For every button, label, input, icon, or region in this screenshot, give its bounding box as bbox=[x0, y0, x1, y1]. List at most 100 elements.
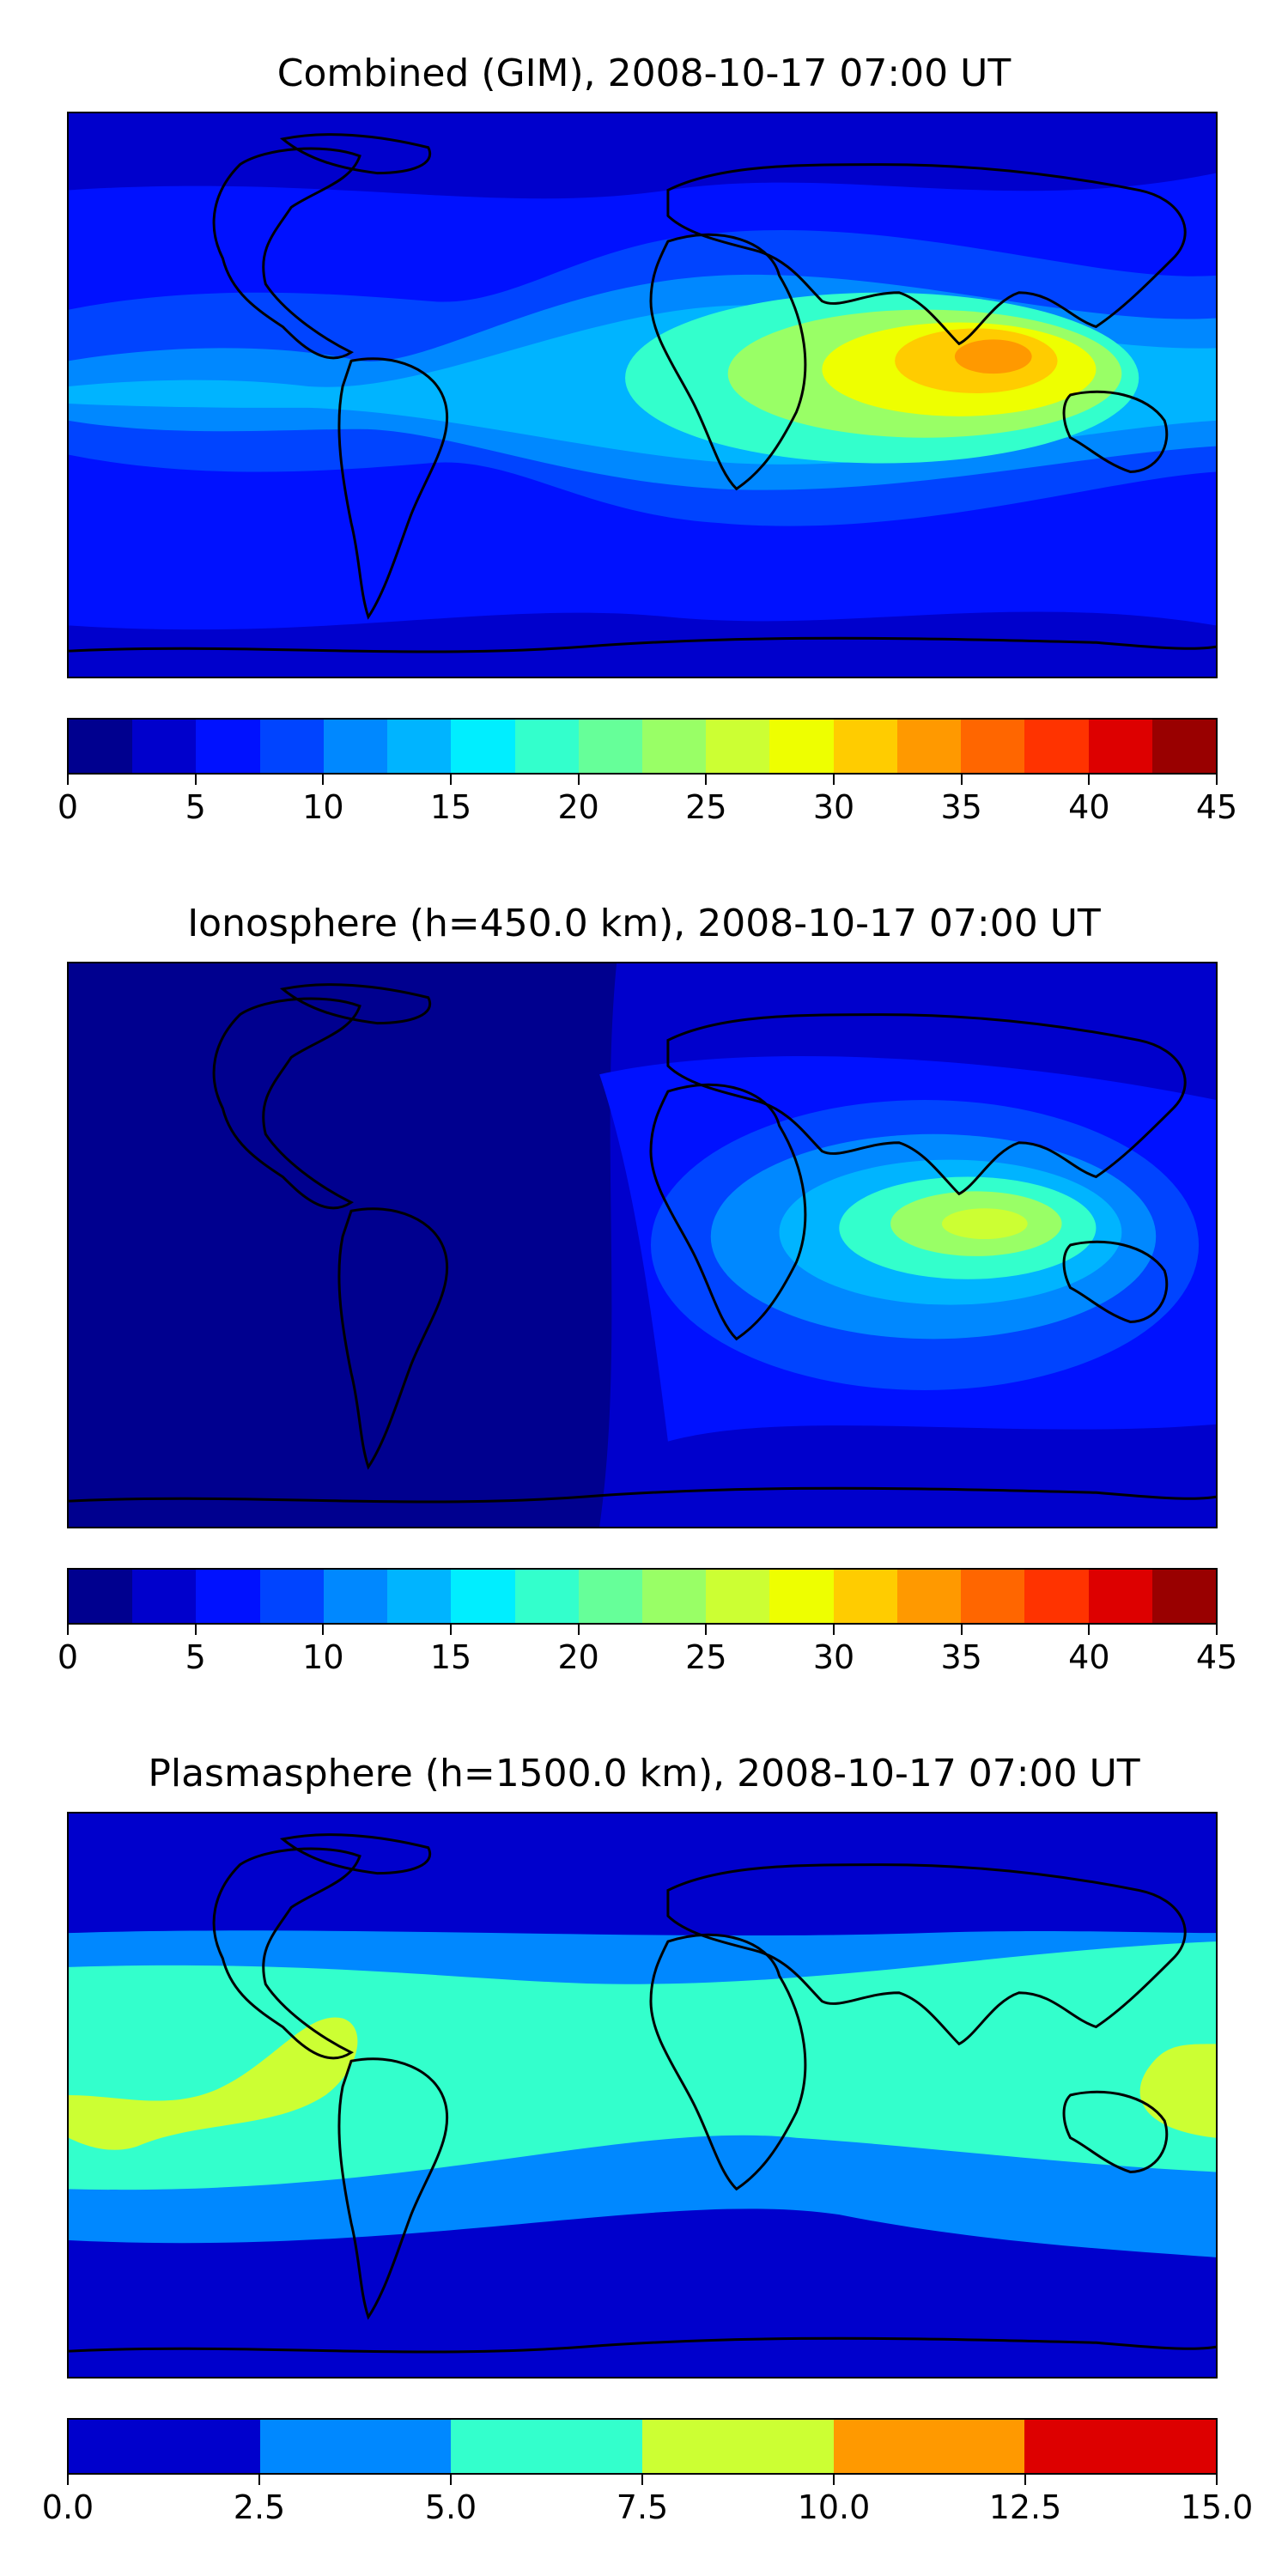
colorbar-segment bbox=[132, 720, 197, 773]
colorbar-tick-mark bbox=[1088, 775, 1091, 785]
colorbar-ionosphere bbox=[67, 1568, 1218, 1625]
tec-region-north bbox=[69, 113, 1216, 199]
colorbar-segment bbox=[69, 2420, 260, 2473]
colorbar-tick-mark bbox=[1216, 775, 1218, 785]
coastline-outline bbox=[69, 1486, 1216, 1504]
colorbar-tick-label: 25 bbox=[685, 1638, 727, 1676]
coastline-outline bbox=[212, 1847, 361, 2060]
colorbar-segment bbox=[641, 1570, 707, 1623]
colorbar-segment bbox=[451, 2420, 643, 2473]
coastline-outline bbox=[666, 1013, 1187, 1196]
colorbar-segment bbox=[961, 720, 1025, 773]
colorbar-tick-label: 35 bbox=[940, 788, 982, 826]
map-combined bbox=[67, 112, 1218, 678]
colorbar-tick-label: 20 bbox=[557, 1638, 599, 1676]
map-ionosphere bbox=[67, 962, 1218, 1528]
colorbar-combined bbox=[67, 718, 1218, 775]
colorbar-tick-mark bbox=[450, 775, 452, 785]
colorbar-tick-mark bbox=[67, 2475, 69, 2485]
colorbar-segment bbox=[514, 720, 579, 773]
coastline-outline bbox=[69, 2336, 1216, 2354]
colorbar-tick-label: 30 bbox=[812, 1638, 855, 1676]
coastline-outline bbox=[212, 147, 361, 360]
colorbar-segment bbox=[896, 1570, 962, 1623]
colorbar-tick-label: 45 bbox=[1195, 1638, 1238, 1676]
coastline-outline bbox=[649, 1933, 807, 2191]
colorbar-tick-label: 10 bbox=[302, 1638, 344, 1676]
colorbar-tick-label: 35 bbox=[940, 1638, 982, 1676]
colorbar-tick-mark bbox=[67, 1625, 69, 1635]
panel-title-plasmasphere: Plasmasphere (h=1500.0 km), 2008-10-17 0… bbox=[148, 1752, 1140, 1795]
colorbar-segment bbox=[387, 1570, 452, 1623]
colorbar-tick-label: 5 bbox=[185, 1638, 206, 1676]
colorbar-segment bbox=[961, 1570, 1025, 1623]
colorbar-tick-label: 30 bbox=[812, 788, 855, 826]
colorbar-tick-label: 25 bbox=[685, 788, 727, 826]
colorbar-segment bbox=[1088, 720, 1152, 773]
colorbar-segment bbox=[451, 1570, 515, 1623]
colorbar-tick-label: 12.5 bbox=[988, 2488, 1062, 2526]
colorbar-segment bbox=[896, 720, 962, 773]
colorbar-segment bbox=[1151, 720, 1216, 773]
colorbar-segment bbox=[578, 720, 642, 773]
coastline-outline bbox=[337, 2057, 449, 2320]
colorbar-segment bbox=[196, 1570, 260, 1623]
tec-region-blob bbox=[69, 2017, 358, 2150]
colorbar-segment bbox=[833, 720, 897, 773]
coastline-outline bbox=[212, 997, 361, 1210]
colorbar-tick-label: 10 bbox=[302, 788, 344, 826]
colorbar-tick-label: 40 bbox=[1068, 1638, 1110, 1676]
colorbar-tick-label: 0.0 bbox=[41, 2488, 94, 2526]
colorbar-segment bbox=[642, 2420, 834, 2473]
colorbar-tick-label: 0 bbox=[57, 788, 79, 826]
colorbar-segment bbox=[387, 720, 452, 773]
colorbar-tick-mark bbox=[577, 1625, 580, 1635]
tec-region-core bbox=[941, 1208, 1028, 1240]
coastline-outline bbox=[666, 163, 1187, 346]
coastline-outline bbox=[666, 1863, 1187, 2046]
colorbar-tick-label: 5 bbox=[185, 788, 206, 826]
colorbar-tick-mark bbox=[1024, 2475, 1026, 2485]
coastline-outline bbox=[1062, 390, 1169, 473]
map-plasmasphere bbox=[67, 1812, 1218, 2379]
colorbar-tick-mark bbox=[1216, 1625, 1218, 1635]
colorbar-tick-label: 20 bbox=[557, 788, 599, 826]
colorbar-segment bbox=[196, 720, 260, 773]
colorbar-segment bbox=[578, 1570, 642, 1623]
colorbar-tick-mark bbox=[1216, 2475, 1218, 2485]
colorbar-segment bbox=[132, 1570, 197, 1623]
colorbar-segment bbox=[259, 720, 324, 773]
colorbar-segment bbox=[69, 720, 133, 773]
colorbar-segment bbox=[323, 1570, 388, 1623]
colorbar-tick-mark bbox=[67, 775, 69, 785]
coastline-outline bbox=[337, 1207, 449, 1470]
tec-region-level bbox=[69, 1941, 1216, 2190]
colorbar-segment bbox=[706, 1570, 770, 1623]
colorbar-tick-label: 40 bbox=[1068, 788, 1110, 826]
coastline-outline bbox=[279, 1833, 432, 1875]
colorbar-segment bbox=[833, 2420, 1025, 2473]
colorbar-tick-label: 15 bbox=[429, 788, 472, 826]
colorbar-segment bbox=[514, 1570, 579, 1623]
colorbar-tick-mark bbox=[833, 1625, 835, 1635]
colorbar-segment bbox=[1024, 720, 1089, 773]
colorbar-tick-mark bbox=[258, 2475, 260, 2485]
tec-region-core bbox=[954, 339, 1032, 374]
coastlines bbox=[69, 983, 1216, 1504]
colorbar-tick-mark bbox=[194, 775, 197, 785]
field-combined bbox=[69, 113, 1216, 677]
colorbar-segment bbox=[1151, 1570, 1216, 1623]
tec-region-low bbox=[69, 963, 617, 1527]
colorbar-segment bbox=[769, 720, 834, 773]
coastline-outline bbox=[69, 636, 1216, 653]
colorbar-plasmasphere bbox=[67, 2418, 1218, 2475]
colorbar-segment bbox=[706, 720, 770, 773]
colorbar-tick-mark bbox=[705, 775, 708, 785]
coastline-outline bbox=[649, 1083, 807, 1341]
colorbar-tick-label: 0 bbox=[57, 1638, 79, 1676]
coastline-outline bbox=[279, 133, 432, 175]
coastline-outline bbox=[1062, 2090, 1169, 2173]
colorbar-tick-label: 10.0 bbox=[797, 2488, 871, 2526]
colorbar-tick-mark bbox=[833, 2475, 835, 2485]
colorbar-tick-mark bbox=[833, 775, 835, 785]
